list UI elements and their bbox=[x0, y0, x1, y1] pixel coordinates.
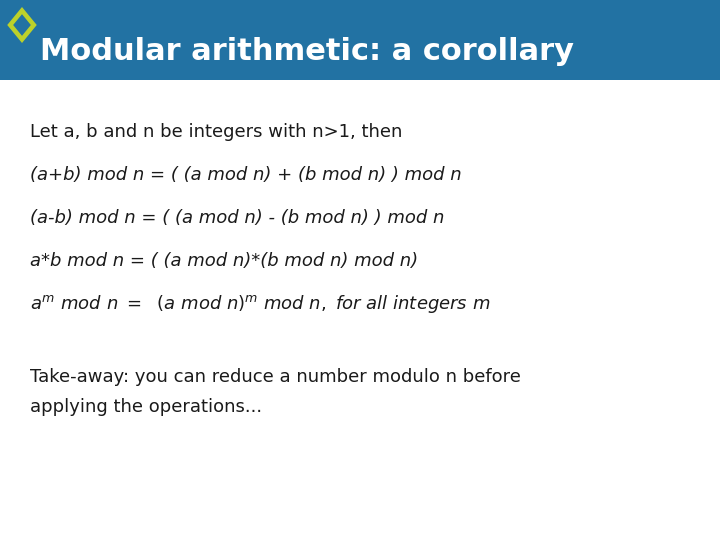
Text: Modular arithmetic: a corollary: Modular arithmetic: a corollary bbox=[40, 37, 574, 66]
Polygon shape bbox=[7, 7, 37, 43]
Text: (a+b) mod n = ( (a mod n) + (b mod n) ) mod n: (a+b) mod n = ( (a mod n) + (b mod n) ) … bbox=[30, 166, 462, 184]
Bar bbox=[0, 0, 720, 80]
Text: a*b mod n = ( (a mod n)*(b mod n) mod n): a*b mod n = ( (a mod n)*(b mod n) mod n) bbox=[30, 252, 418, 270]
Polygon shape bbox=[13, 14, 31, 36]
Text: Take-away: you can reduce a number modulo n before
applying the operations...: Take-away: you can reduce a number modul… bbox=[30, 368, 521, 416]
Text: $\mathit{a}^{\mathit{m}}$ $\mathit{mod}$ $\mathit{n}$ $=$  $\mathit{(a}$ $\mathi: $\mathit{a}^{\mathit{m}}$ $\mathit{mod}$… bbox=[30, 293, 490, 315]
Text: Let a, b and n be integers with n>1, then: Let a, b and n be integers with n>1, the… bbox=[30, 123, 402, 141]
Text: (a-b) mod n = ( (a mod n) - (b mod n) ) mod n: (a-b) mod n = ( (a mod n) - (b mod n) ) … bbox=[30, 209, 444, 227]
